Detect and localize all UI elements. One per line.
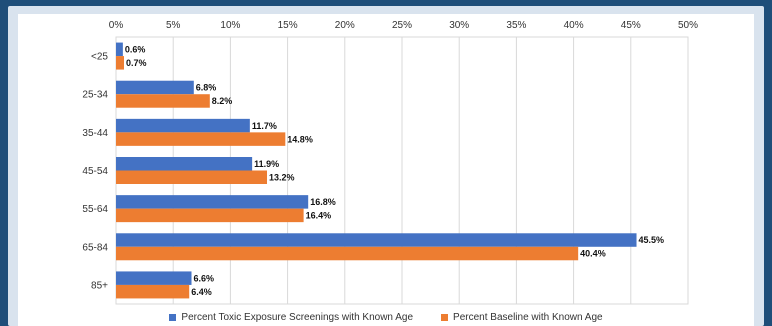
legend-swatch-toxic-exposure [169, 314, 177, 321]
chart-legend: Percent Toxic Exposure Screenings with K… [18, 312, 754, 323]
legend-swatch-baseline [441, 314, 449, 321]
data-label-baseline: 40.4% [580, 249, 606, 259]
data-label-baseline: 6.4% [191, 287, 212, 297]
bar-baseline [116, 246, 579, 261]
bar-toxic-exposure [116, 42, 123, 57]
category-label: 65-84 [82, 242, 108, 253]
x-tick-label: 30% [449, 20, 469, 31]
data-label-baseline: 0.7% [126, 58, 147, 68]
data-label-toxic-exposure: 16.8% [310, 197, 336, 207]
x-tick-label: 10% [220, 20, 240, 31]
bar-toxic-exposure [116, 80, 194, 95]
x-tick-label: 25% [392, 20, 412, 31]
bar-baseline [116, 170, 268, 184]
bar-baseline [116, 208, 304, 223]
x-tick-label: 20% [335, 20, 355, 31]
data-label-baseline: 8.2% [212, 96, 233, 106]
data-label-toxic-exposure: 11.7% [252, 121, 277, 131]
x-tick-label: 50% [678, 20, 698, 31]
bar-baseline [116, 56, 125, 70]
bar-baseline [116, 94, 210, 108]
x-tick-label: 45% [621, 20, 641, 31]
bar-baseline [116, 132, 286, 146]
x-tick-label: 15% [278, 20, 298, 31]
legend-label-baseline: Percent Baseline with Known Age [453, 312, 603, 323]
bar-toxic-exposure [116, 271, 192, 285]
bar-toxic-exposure [116, 157, 253, 171]
bar-baseline [116, 284, 190, 299]
data-label-baseline: 14.8% [287, 134, 313, 144]
legend-item-toxic-exposure: Percent Toxic Exposure Screenings with K… [169, 312, 413, 323]
data-label-toxic-exposure: 6.6% [194, 273, 215, 283]
category-label: 45-54 [82, 166, 108, 177]
category-label: 85+ [91, 280, 108, 291]
bar-toxic-exposure [116, 118, 250, 133]
data-label-baseline: 16.4% [306, 211, 332, 221]
x-tick-label: 35% [506, 20, 526, 31]
bar-toxic-exposure [116, 195, 309, 209]
bar-chart: 0% 5% 10% 15% 20% 25% 30% 35% 40% 45% 50% <25 0.6% 0.… [82, 20, 698, 305]
category-label: 55-64 [82, 204, 108, 215]
category-label: <25 [91, 52, 108, 63]
chart-panel: 0% 5% 10% 15% 20% 25% 30% 35% 40% 45% 50% <25 0.6% 0.… [18, 14, 754, 326]
legend-label-toxic-exposure: Percent Toxic Exposure Screenings with K… [181, 312, 414, 323]
data-label-toxic-exposure: 11.9% [254, 159, 279, 169]
x-tick-label: 0% [109, 20, 124, 31]
x-tick-label: 40% [564, 20, 584, 31]
category-label: 25-34 [82, 90, 108, 101]
data-label-toxic-exposure: 6.8% [196, 83, 217, 93]
legend-item-baseline: Percent Baseline with Known Age [441, 312, 603, 323]
chart-frame: 0% 5% 10% 15% 20% 25% 30% 35% 40% 45% 50% <25 0.6% 0.… [8, 6, 764, 326]
data-label-toxic-exposure: 45.5% [639, 235, 665, 245]
bar-toxic-exposure [116, 233, 637, 247]
x-tick-label: 5% [166, 20, 181, 31]
data-label-baseline: 13.2% [269, 172, 295, 182]
category-label: 35-44 [82, 128, 108, 139]
data-label-toxic-exposure: 0.6% [125, 45, 146, 55]
